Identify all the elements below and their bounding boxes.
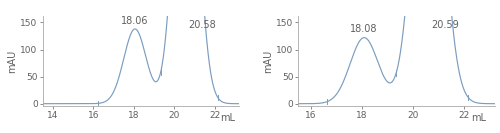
Text: 18.08: 18.08 — [350, 24, 378, 34]
Text: 20.58: 20.58 — [188, 20, 216, 30]
Text: mL: mL — [220, 113, 235, 123]
Text: 18.06: 18.06 — [121, 16, 148, 26]
Text: 20.59: 20.59 — [431, 20, 458, 30]
Text: mL: mL — [470, 113, 486, 123]
Y-axis label: mAU: mAU — [264, 50, 274, 73]
Y-axis label: mAU: mAU — [8, 50, 18, 73]
